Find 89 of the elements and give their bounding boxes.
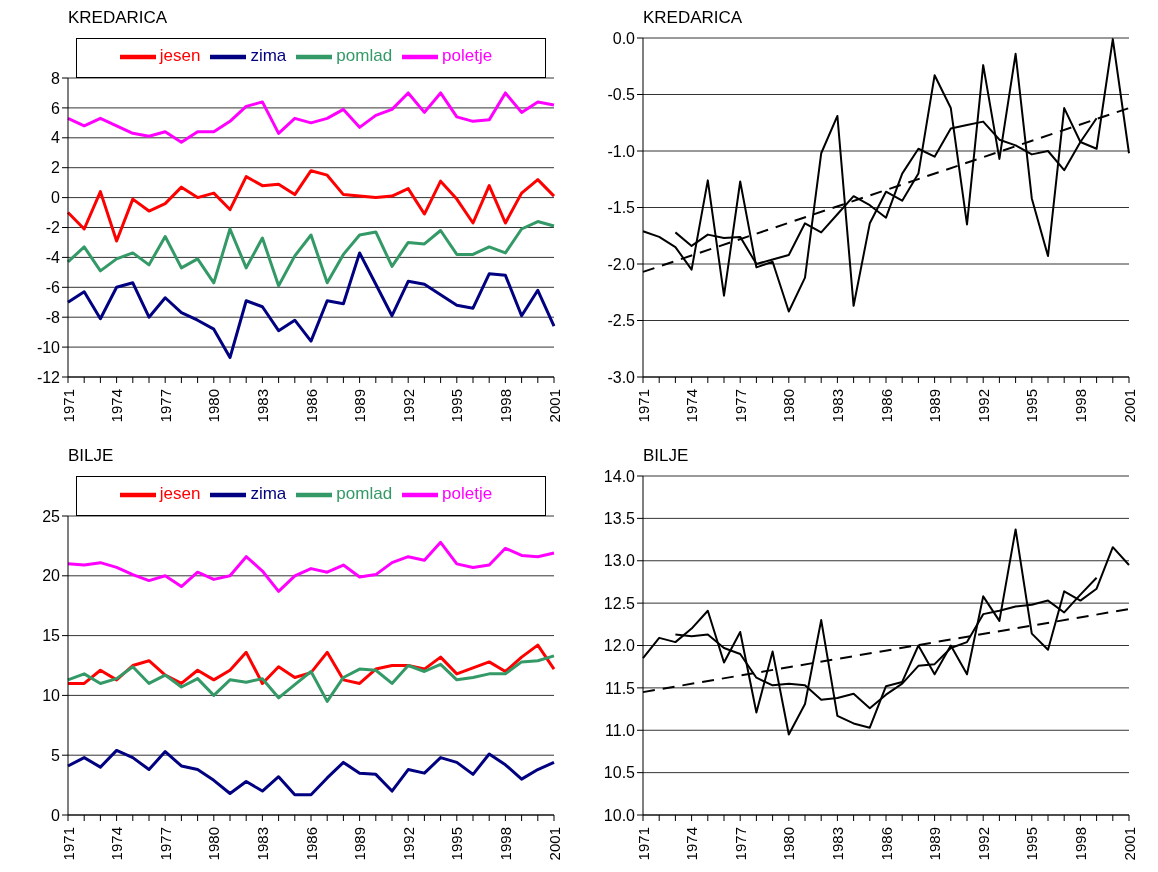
x-tick-label: 1992 [399, 389, 417, 423]
x-tick-label: 1980 [205, 827, 223, 861]
legend-label: jesen [159, 46, 201, 66]
y-tick-label: 4 [51, 129, 61, 147]
x-tick-label: 1974 [683, 389, 701, 423]
x-tick-label: 1971 [59, 389, 77, 423]
y-tick-label: -3.0 [607, 368, 636, 386]
x-tick-label: 1983 [828, 827, 846, 861]
x-tick-label: 1998 [496, 389, 514, 423]
y-tick-label: 5 [51, 746, 61, 764]
x-tick-label: 1983 [828, 389, 846, 423]
x-tick-label: 1980 [780, 389, 798, 423]
y-tick-label: 20 [42, 567, 61, 585]
x-tick-label: 1995 [1023, 389, 1041, 423]
x-tick-label: 1998 [1071, 389, 1089, 423]
y-tick-label: -2.0 [607, 255, 636, 273]
x-tick-label: 1977 [156, 827, 174, 861]
chart-title: BILJE [642, 446, 690, 467]
y-tick-label: 0.0 [612, 29, 636, 47]
x-tick-label: 1992 [974, 389, 992, 423]
x-tick-label: 1977 [731, 389, 749, 423]
x-tick-label: 1989 [351, 389, 369, 423]
x-tick-label: 1986 [877, 827, 895, 861]
y-tick-label: 11.5 [605, 679, 636, 697]
y-tick-label: 10.0 [603, 806, 636, 824]
y-tick-label: 13.5 [603, 510, 636, 528]
legend-label: zima [250, 46, 287, 66]
y-tick-label: 6 [51, 99, 61, 117]
x-tick-label: 1974 [108, 389, 126, 423]
y-tick-label: 11.0 [605, 721, 636, 739]
x-tick-label: 2001 [1120, 389, 1138, 423]
x-tick-label: 1998 [496, 827, 514, 861]
y-tick-label: -2.5 [607, 312, 636, 330]
x-tick-label: 1995 [1023, 827, 1041, 861]
legend-label: pomlad [336, 484, 393, 504]
x-tick-label: 1983 [253, 827, 271, 861]
x-tick-label: 1989 [351, 827, 369, 861]
y-tick-label: -2 [45, 219, 61, 237]
y-tick-label: 10.5 [603, 764, 636, 782]
y-tick-label: 0 [51, 806, 61, 824]
y-tick-label: 25 [42, 507, 61, 525]
x-tick-label: 1989 [926, 389, 944, 423]
legend-label: poletje [442, 484, 493, 504]
x-tick-label: 1986 [877, 389, 895, 423]
x-tick-label: 1971 [634, 827, 652, 861]
y-tick-label: 2 [51, 159, 61, 177]
chart-title: KREDARICA [642, 8, 744, 29]
x-tick-label: 1992 [974, 827, 992, 861]
x-tick-label: 1986 [302, 827, 320, 861]
x-tick-label: 1971 [634, 389, 652, 423]
y-tick-label: -6 [45, 278, 61, 296]
y-tick-label: -4 [45, 249, 61, 267]
chart-title: BILJE [67, 446, 115, 467]
x-tick-label: 1992 [399, 827, 417, 861]
legend-label: zima [250, 484, 287, 504]
x-tick-label: 1971 [59, 827, 77, 861]
y-tick-label: 10 [42, 687, 61, 705]
y-tick-label: 12.0 [603, 637, 636, 655]
y-tick-label: -1.5 [607, 199, 636, 217]
x-tick-label: 1974 [683, 827, 701, 861]
x-tick-label: 2001 [545, 389, 563, 423]
x-tick-label: 1974 [108, 827, 126, 861]
y-tick-label: 14.0 [603, 467, 636, 485]
y-tick-label: -0.5 [607, 86, 636, 104]
x-tick-label: 1989 [926, 827, 944, 861]
legend-label: poletje [442, 46, 493, 66]
y-tick-label: 13.0 [603, 552, 636, 570]
x-tick-label: 1995 [448, 827, 466, 861]
y-tick-label: -10 [36, 338, 61, 356]
y-tick-label: -12 [36, 368, 61, 386]
x-tick-label: 2001 [545, 827, 563, 861]
x-tick-label: 1998 [1071, 827, 1089, 861]
y-tick-label: 0 [51, 189, 61, 207]
y-tick-label: 8 [51, 69, 61, 87]
x-tick-label: 1995 [448, 389, 466, 423]
x-tick-label: 1977 [731, 827, 749, 861]
x-tick-label: 2001 [1120, 827, 1138, 861]
legend-label: pomlad [336, 46, 393, 66]
y-tick-label: -1.0 [607, 142, 636, 160]
x-tick-label: 1980 [205, 389, 223, 423]
x-tick-label: 1977 [156, 389, 174, 423]
x-tick-label: 1980 [780, 827, 798, 861]
x-tick-label: 1983 [253, 389, 271, 423]
x-tick-label: 1986 [302, 389, 320, 423]
y-tick-label: 12.5 [603, 594, 636, 612]
chart-title: KREDARICA [67, 8, 169, 29]
legend-label: jesen [159, 484, 201, 504]
y-tick-label: -8 [45, 308, 61, 326]
y-tick-label: 15 [42, 627, 61, 645]
